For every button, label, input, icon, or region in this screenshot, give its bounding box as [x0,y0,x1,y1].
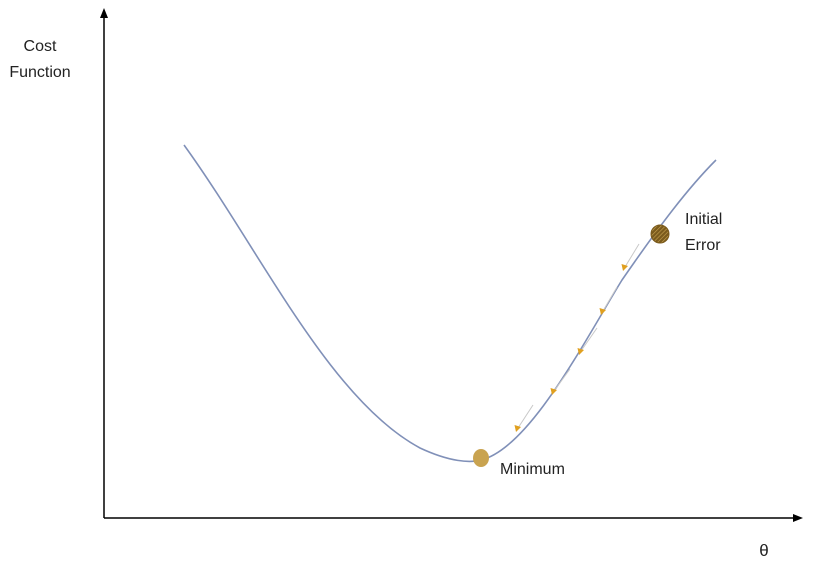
initial-error-label-line2: Error [685,237,721,254]
x-axis-arrowhead [793,514,803,522]
initial-error-point [650,224,670,244]
step-arrow [577,327,598,355]
initial-error-label-line1: Initial [685,211,722,228]
x-axis [104,514,803,522]
y-axis-label-line2: Function [9,64,70,81]
y-axis-arrowhead [100,8,108,18]
y-axis-label-line1: Cost [24,38,57,55]
step-arrow [599,286,618,315]
x-axis-label: θ [759,541,768,560]
step-arrow [621,243,640,271]
y-axis [100,8,108,518]
minimum-point [473,449,489,467]
step-arrow [514,404,534,432]
gradient-step-arrows [514,243,640,432]
step-arrow [550,368,571,395]
cost-curve [183,144,717,463]
minimum-label: Minimum [500,461,565,478]
